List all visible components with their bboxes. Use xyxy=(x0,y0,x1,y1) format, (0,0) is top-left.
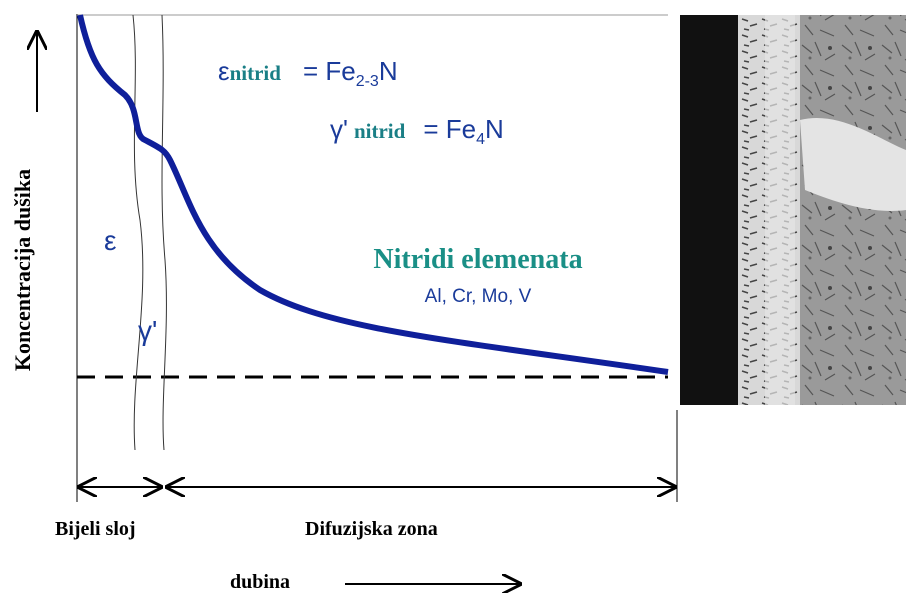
text-part: N xyxy=(485,114,504,144)
y-axis-label: Koncentracija dušika xyxy=(10,169,35,371)
text-part: nitrid xyxy=(230,61,282,85)
formula: εnitrid = Fe2-3N xyxy=(218,56,398,90)
text-part: 4 xyxy=(476,131,485,148)
text-part: = Fe xyxy=(423,114,476,144)
layer-boundary xyxy=(132,14,144,451)
zone-label: Difuzijska zona xyxy=(305,518,438,540)
text-part: = Fe xyxy=(303,56,356,86)
text-part: ε xyxy=(218,56,230,86)
zone-label: Bijeli sloj xyxy=(55,518,136,540)
concentration-curve xyxy=(77,14,669,375)
nitrides-title: Nitridi elemenata xyxy=(373,244,582,275)
text-part: N xyxy=(379,56,398,86)
text-part: 2-3 xyxy=(356,73,379,90)
text-part: γ' xyxy=(330,114,348,144)
text-part: nitrid xyxy=(354,119,406,143)
axes xyxy=(37,14,678,584)
x-axis-label: dubina xyxy=(230,571,290,593)
nitrides-elements: Al, Cr, Mo, V xyxy=(425,286,532,307)
formula: γ' nitrid = Fe4N xyxy=(330,114,504,148)
micrograph xyxy=(680,15,906,405)
layer-boundary xyxy=(161,14,167,451)
layer-label: ε xyxy=(104,225,116,256)
layer-label: γ' xyxy=(138,315,157,346)
